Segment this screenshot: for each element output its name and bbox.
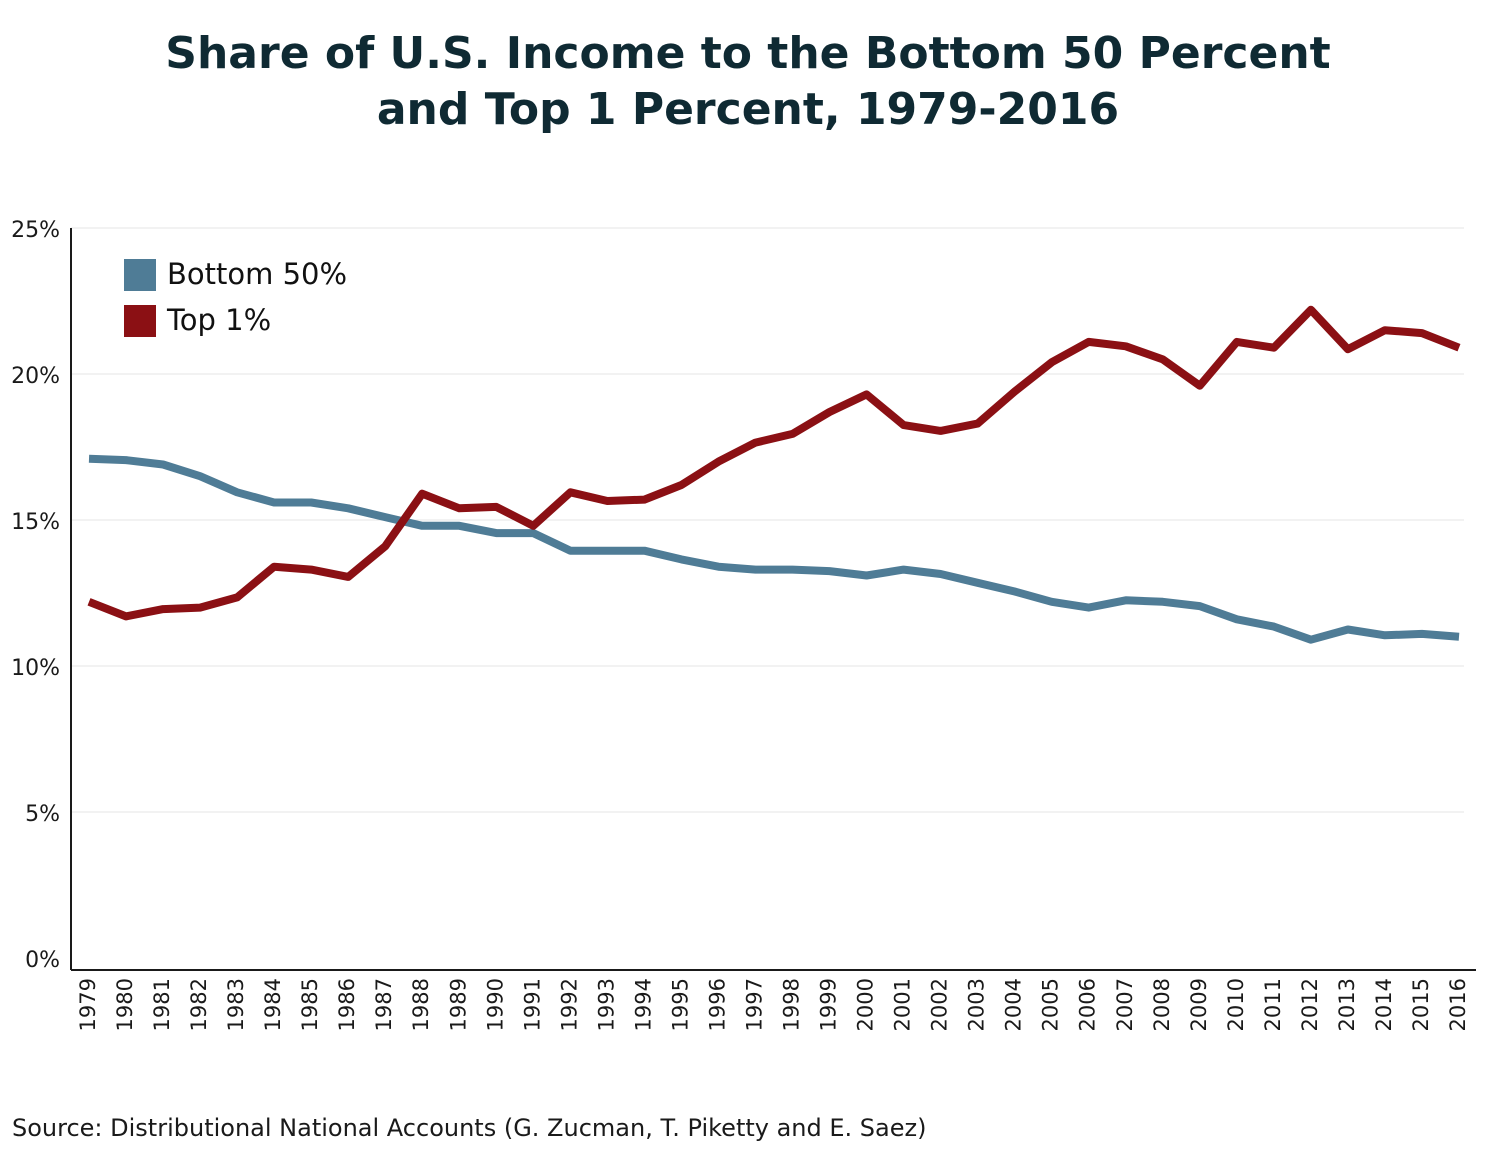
legend-label: Top 1% <box>166 303 271 337</box>
legend-swatch <box>124 305 156 337</box>
x-tick-label: 2008 <box>1150 978 1174 1031</box>
x-tick-label: 1981 <box>150 978 174 1031</box>
x-tick-label: 1991 <box>520 978 544 1031</box>
y-tick-label: 0% <box>25 948 60 973</box>
legend: Bottom 50% Top 1% <box>124 257 347 337</box>
x-tick-label: 1988 <box>409 978 433 1031</box>
chart-title: Share of U.S. Income to the Bottom 50 Pe… <box>0 26 1496 138</box>
x-tick-label: 1987 <box>372 978 396 1031</box>
x-tick-label: 2010 <box>1224 978 1248 1031</box>
series-lines <box>87 305 1461 644</box>
x-tick-label: 2009 <box>1187 978 1211 1031</box>
x-tick-label: 1995 <box>668 978 692 1031</box>
x-tick-label: 2001 <box>891 978 915 1031</box>
x-tick-label: 2000 <box>854 978 878 1031</box>
x-tick-label: 1979 <box>76 978 100 1031</box>
x-tick-label: 1986 <box>335 978 359 1031</box>
x-tick-label: 2016 <box>1446 978 1470 1031</box>
y-tick-labels: 0% 5% 10% 15% 20% 25% <box>11 218 60 973</box>
axes <box>70 228 1476 971</box>
x-tick-label: 1998 <box>780 978 804 1031</box>
x-tick-label: 2005 <box>1039 978 1063 1031</box>
x-tick-label: 1996 <box>705 978 729 1031</box>
x-tick-label: 1994 <box>631 978 655 1031</box>
x-tick-label: 1982 <box>187 978 211 1031</box>
x-tick-label: 2007 <box>1113 978 1137 1031</box>
x-tick-label: 1983 <box>224 978 248 1031</box>
x-tick-label: 1985 <box>298 978 322 1031</box>
x-tick-label: 1980 <box>113 978 137 1031</box>
x-tick-label: 2013 <box>1335 978 1359 1031</box>
x-tick-label: 2012 <box>1298 978 1322 1031</box>
legend-label: Bottom 50% <box>167 257 347 291</box>
series-line-bottom-50 <box>88 454 1460 644</box>
x-tick-label: 2004 <box>1002 978 1026 1031</box>
x-tick-label: 2003 <box>965 978 989 1031</box>
y-tick-label: 20% <box>11 364 60 389</box>
x-tick-label: 1984 <box>261 978 285 1031</box>
y-tick-label: 10% <box>11 656 60 681</box>
legend-swatch <box>124 259 156 291</box>
x-tick-label: 2014 <box>1372 978 1396 1031</box>
gridlines <box>71 227 1464 813</box>
y-tick-label: 25% <box>11 218 60 243</box>
x-tick-label: 1992 <box>557 978 581 1031</box>
x-tick-label: 2006 <box>1076 978 1100 1031</box>
y-tick-label: 5% <box>25 802 60 827</box>
x-tick-label: 1990 <box>483 978 507 1031</box>
x-tick-label: 2015 <box>1409 978 1433 1031</box>
x-tick-labels: 1979 1980 1981 1982 1983 1984 1985 1986 1987 1988… <box>76 978 1470 1031</box>
x-tick-label: 1993 <box>594 978 618 1031</box>
source-note: Source: Distributional National Accounts… <box>12 1114 927 1142</box>
series-line-top-1 <box>87 305 1461 621</box>
x-tick-label: 2011 <box>1261 978 1285 1031</box>
x-tick-label: 1997 <box>742 978 766 1031</box>
x-tick-label: 1999 <box>817 978 841 1031</box>
chart-title-line-1: Share of U.S. Income to the Bottom 50 Pe… <box>165 28 1331 79</box>
y-tick-label: 15% <box>11 510 60 535</box>
x-tick-label: 2002 <box>928 978 952 1031</box>
x-tick-label: 1989 <box>446 978 470 1031</box>
chart-title-line-2: and Top 1 Percent, 1979-2016 <box>376 84 1120 135</box>
